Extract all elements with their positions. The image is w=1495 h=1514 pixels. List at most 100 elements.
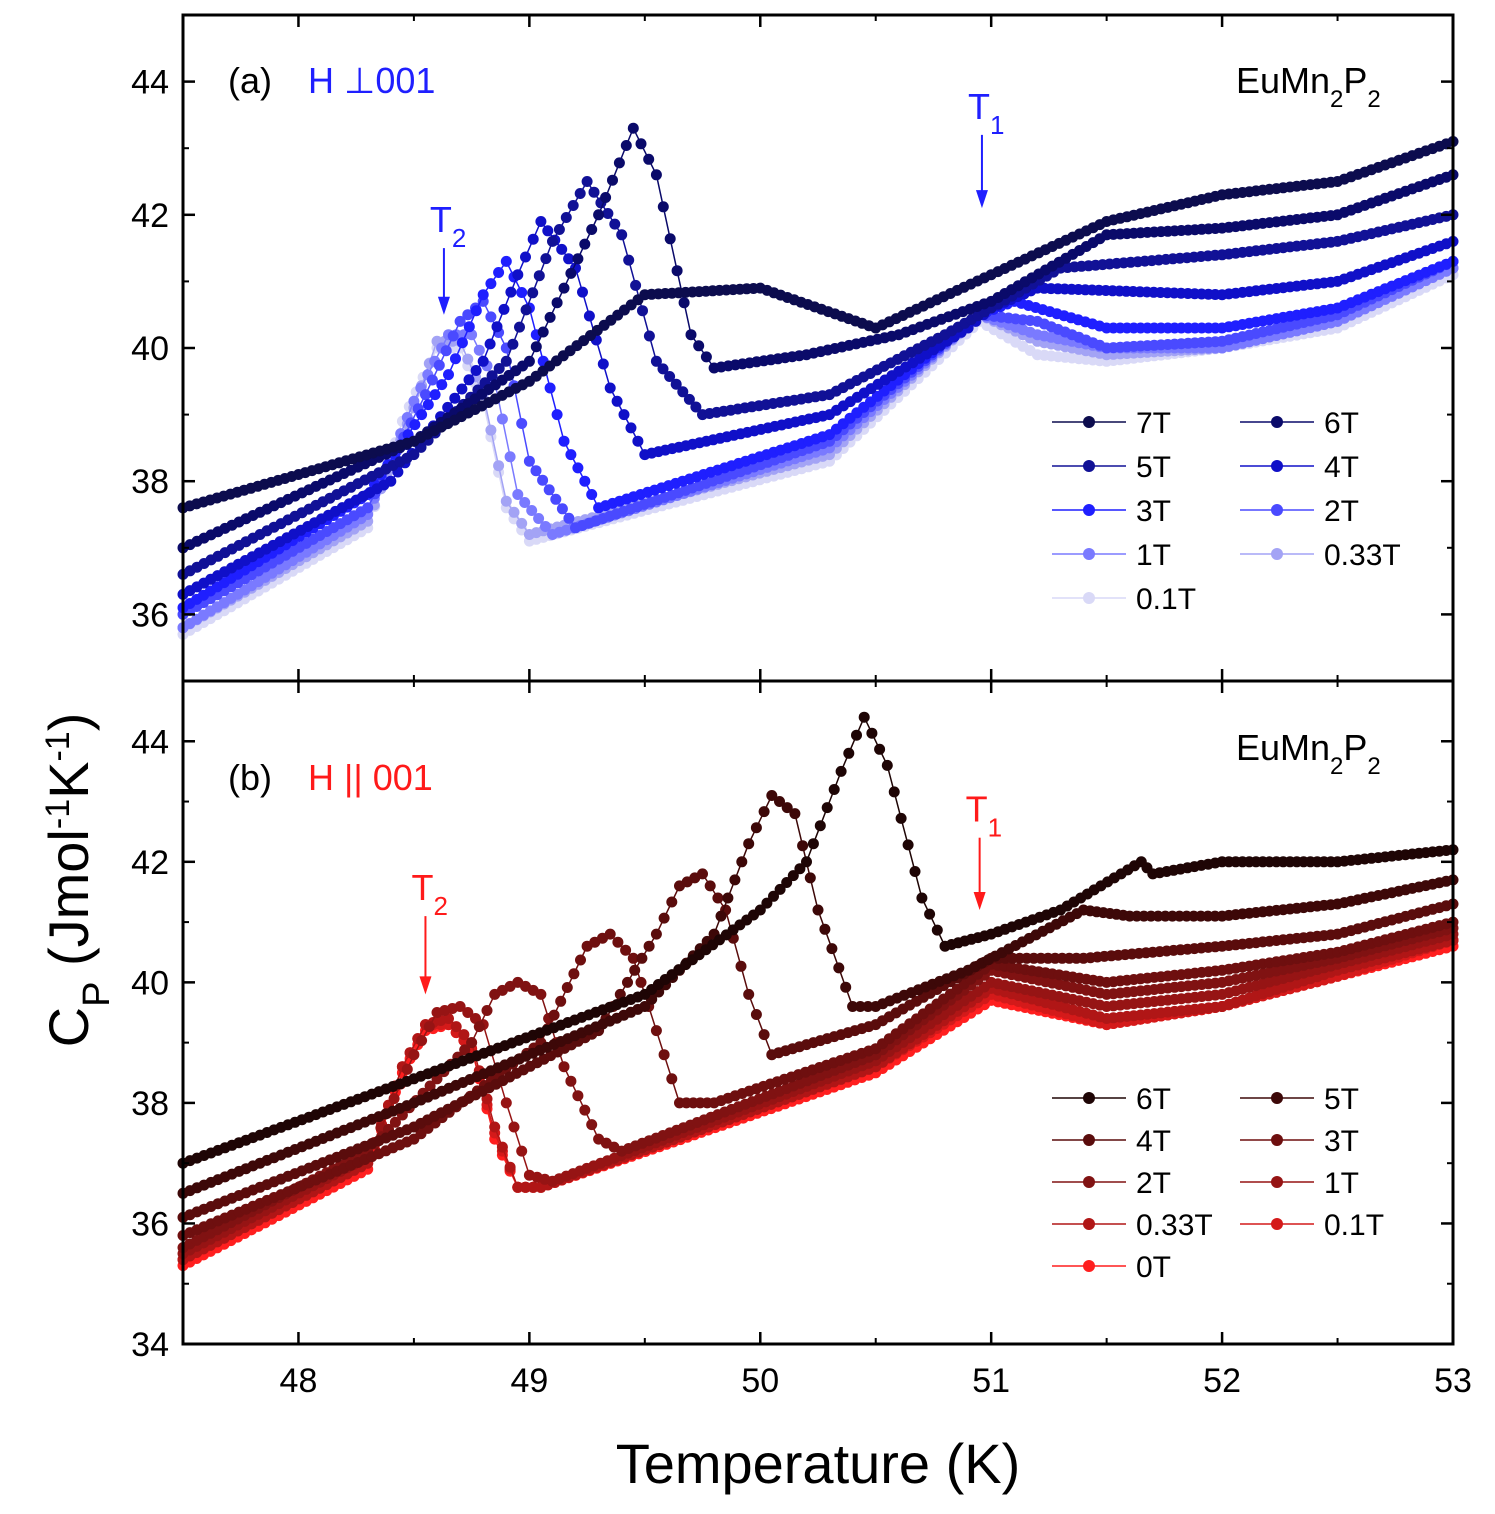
data-point [600,192,612,203]
legend-item: 5T [1052,451,1171,484]
data-point [535,988,547,1000]
data-point [544,311,556,323]
data-point [579,1104,591,1116]
data-point [835,765,847,777]
data-point [516,517,528,529]
y-tick-label: 36 [131,596,169,634]
data-point [561,982,573,993]
data-point [548,1009,560,1021]
data-point [804,872,816,884]
data-point [416,409,428,421]
data-point [508,1121,520,1133]
data-point [609,218,621,230]
data-point [477,355,489,367]
panel-a-orientation-label: H ⊥001 [308,60,435,101]
data-point [450,1021,462,1033]
data-point [500,255,512,267]
data-point [556,243,568,255]
panel-b-compound-label: EuMn2P2 [1236,727,1381,780]
data-point [458,1029,470,1041]
legend-marker [1083,1260,1095,1272]
transition-marker: T2 [430,199,466,315]
legend-item: 0.33T [1240,539,1401,572]
data-point [440,345,452,357]
data-point [833,962,845,974]
y-axis-title: CP (Jmol-1K-1) [37,713,118,1048]
legend-item: 0.1T [1240,1209,1384,1242]
data-point [750,1009,762,1020]
data-point [620,140,632,151]
legend-item: 0T [1052,1251,1171,1284]
data-point [586,1119,598,1131]
series-3T [177,255,1459,614]
data-point [496,413,508,425]
data-point [670,378,682,390]
legend-marker [1271,1218,1283,1230]
series-line [182,872,1454,1219]
data-point [415,441,427,453]
data-point [553,224,565,235]
data-point [712,892,724,904]
data-point [473,1021,485,1033]
data-point [700,351,712,363]
data-point [572,1090,584,1102]
data-point [693,340,705,352]
transition-label: T1 [966,789,1002,843]
data-point [550,493,562,505]
data-point [527,287,539,299]
data-point [611,395,623,407]
legend-label: 7T [1136,407,1171,440]
legend-item: 4T [1240,451,1359,484]
data-point [843,747,855,759]
transition-label: T1 [968,86,1004,140]
legend-item: 1T [1240,1167,1359,1200]
legend-label: 1T [1324,1167,1359,1200]
data-point [586,489,598,500]
data-point [612,936,624,948]
data-point [523,355,535,367]
legend-marker [1083,548,1095,560]
data-point [533,270,545,282]
legend-label: 0.33T [1324,539,1401,572]
data-point [722,892,734,904]
y-tick-label: 34 [131,1326,169,1364]
legend-item: 2T [1052,1167,1171,1200]
arrow-head [419,976,432,995]
data-point [789,808,801,820]
data-point [567,200,579,211]
x-tick-label: 48 [280,1362,318,1400]
data-point [516,418,528,429]
data-point [362,502,374,514]
legend-marker [1083,592,1095,604]
legend-marker [1271,1134,1283,1146]
x-tick-label: 51 [972,1362,1010,1400]
data-point [530,465,542,477]
data-point [473,344,485,356]
legend-marker [1083,1176,1095,1188]
data-point [597,358,609,370]
data-point [618,409,630,421]
data-point [671,265,683,277]
data-point [470,305,482,317]
data-point [556,503,568,515]
data-point [533,513,545,524]
data-point [484,338,496,350]
y-tick-label: 42 [131,844,169,882]
data-point [565,267,577,279]
data-point [643,153,655,165]
data-point [650,169,662,181]
data-point [527,233,539,245]
legend-marker [1083,1218,1095,1230]
legend-label: 0T [1136,1251,1171,1284]
y-tick-label: 40 [131,330,169,368]
data-point [537,474,549,486]
data-point [635,976,647,988]
data-point [627,122,639,134]
series-line [182,180,1454,576]
data-point [579,238,591,250]
data-point [650,355,662,367]
panel-a: 36 38 40 42 44 (a) H ⊥001 EuMn2P2 T2 T1 7T 6T 5… [131,13,1459,683]
data-point [758,1029,770,1041]
legend-label: 1T [1136,539,1171,572]
panel-b-label: (b) [228,757,272,798]
